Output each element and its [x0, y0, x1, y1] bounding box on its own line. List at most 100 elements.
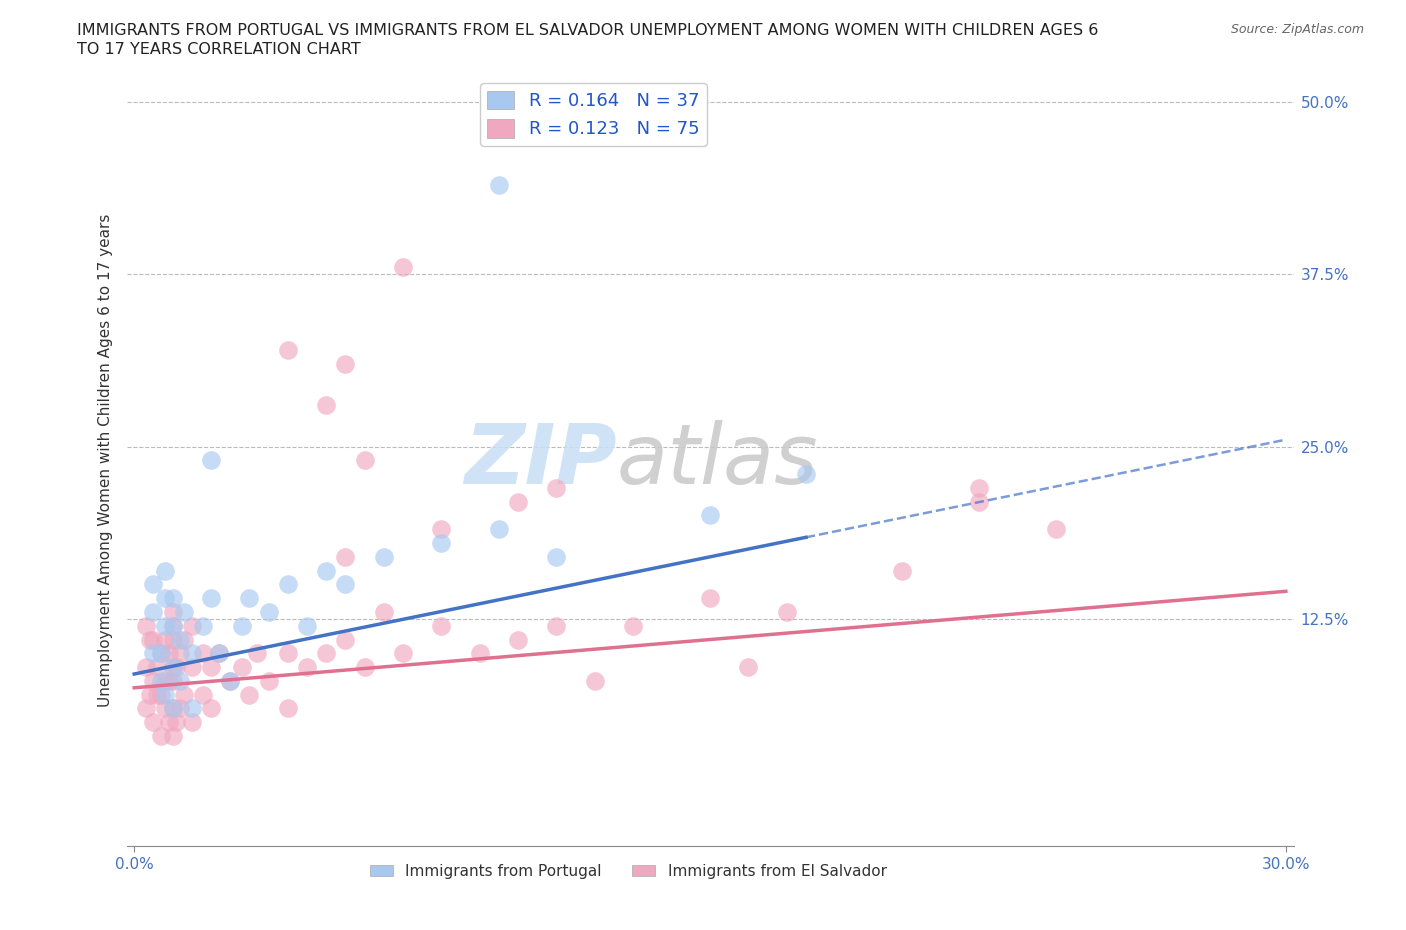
- Point: [180, 715, 202, 730]
- Point: [353, 659, 375, 674]
- Point: [546, 618, 568, 633]
- Point: [142, 645, 165, 660]
- Point: [135, 701, 157, 716]
- Point: [208, 645, 231, 660]
- Point: [173, 604, 195, 619]
- Point: [180, 645, 202, 660]
- Point: [173, 632, 195, 647]
- Point: [146, 659, 169, 674]
- Point: [246, 645, 269, 660]
- Point: [1045, 522, 1067, 537]
- Point: [193, 645, 215, 660]
- Point: [699, 591, 721, 605]
- Point: [546, 481, 568, 496]
- Point: [277, 342, 299, 357]
- Point: [468, 645, 491, 660]
- Point: [157, 715, 180, 730]
- Point: [430, 536, 453, 551]
- Point: [157, 645, 180, 660]
- Text: atlas: atlas: [617, 419, 818, 501]
- Point: [335, 550, 357, 565]
- Point: [238, 687, 260, 702]
- Point: [621, 618, 644, 633]
- Point: [315, 645, 337, 660]
- Point: [488, 522, 510, 537]
- Point: [776, 604, 799, 619]
- Point: [169, 673, 191, 688]
- Point: [353, 453, 375, 468]
- Point: [165, 659, 187, 674]
- Y-axis label: Unemployment Among Women with Children Ages 6 to 17 years: Unemployment Among Women with Children A…: [97, 214, 112, 707]
- Point: [373, 604, 395, 619]
- Point: [392, 645, 415, 660]
- Point: [162, 701, 184, 716]
- Point: [546, 550, 568, 565]
- Point: [180, 618, 202, 633]
- Point: [162, 701, 184, 716]
- Point: [219, 673, 242, 688]
- Point: [277, 577, 299, 591]
- Point: [153, 632, 176, 647]
- Point: [153, 591, 176, 605]
- Point: [277, 701, 299, 716]
- Point: [162, 659, 184, 674]
- Point: [162, 618, 184, 633]
- Point: [335, 356, 357, 371]
- Point: [169, 645, 191, 660]
- Point: [165, 715, 187, 730]
- Point: [335, 577, 357, 591]
- Point: [142, 673, 165, 688]
- Point: [142, 604, 165, 619]
- Point: [200, 591, 222, 605]
- Point: [162, 728, 184, 743]
- Point: [583, 673, 606, 688]
- Legend: Immigrants from Portugal, Immigrants from El Salvador: Immigrants from Portugal, Immigrants fro…: [364, 857, 893, 885]
- Point: [430, 522, 453, 537]
- Point: [142, 577, 165, 591]
- Point: [150, 645, 173, 660]
- Point: [162, 618, 184, 633]
- Point: [200, 453, 222, 468]
- Point: [193, 687, 215, 702]
- Point: [162, 591, 184, 605]
- Point: [208, 645, 231, 660]
- Point: [231, 659, 253, 674]
- Point: [315, 564, 337, 578]
- Point: [180, 659, 202, 674]
- Point: [277, 645, 299, 660]
- Point: [162, 632, 184, 647]
- Point: [146, 687, 169, 702]
- Point: [506, 494, 529, 509]
- Point: [238, 591, 260, 605]
- Point: [315, 398, 337, 413]
- Point: [135, 659, 157, 674]
- Point: [153, 687, 176, 702]
- Point: [257, 673, 280, 688]
- Point: [138, 687, 160, 702]
- Point: [138, 632, 160, 647]
- Point: [335, 632, 357, 647]
- Point: [150, 728, 173, 743]
- Point: [219, 673, 242, 688]
- Point: [891, 564, 914, 578]
- Point: [162, 673, 184, 688]
- Point: [153, 673, 176, 688]
- Point: [157, 673, 180, 688]
- Text: Source: ZipAtlas.com: Source: ZipAtlas.com: [1230, 23, 1364, 36]
- Point: [488, 178, 510, 193]
- Point: [257, 604, 280, 619]
- Point: [135, 618, 157, 633]
- Point: [180, 701, 202, 716]
- Point: [169, 632, 191, 647]
- Point: [506, 632, 529, 647]
- Point: [150, 673, 173, 688]
- Point: [967, 481, 990, 496]
- Point: [200, 659, 222, 674]
- Point: [162, 659, 184, 674]
- Text: IMMIGRANTS FROM PORTUGAL VS IMMIGRANTS FROM EL SALVADOR UNEMPLOYMENT AMONG WOMEN: IMMIGRANTS FROM PORTUGAL VS IMMIGRANTS F…: [77, 23, 1098, 38]
- Point: [737, 659, 759, 674]
- Point: [967, 494, 990, 509]
- Point: [373, 550, 395, 565]
- Point: [153, 618, 176, 633]
- Text: TO 17 YEARS CORRELATION CHART: TO 17 YEARS CORRELATION CHART: [77, 42, 361, 57]
